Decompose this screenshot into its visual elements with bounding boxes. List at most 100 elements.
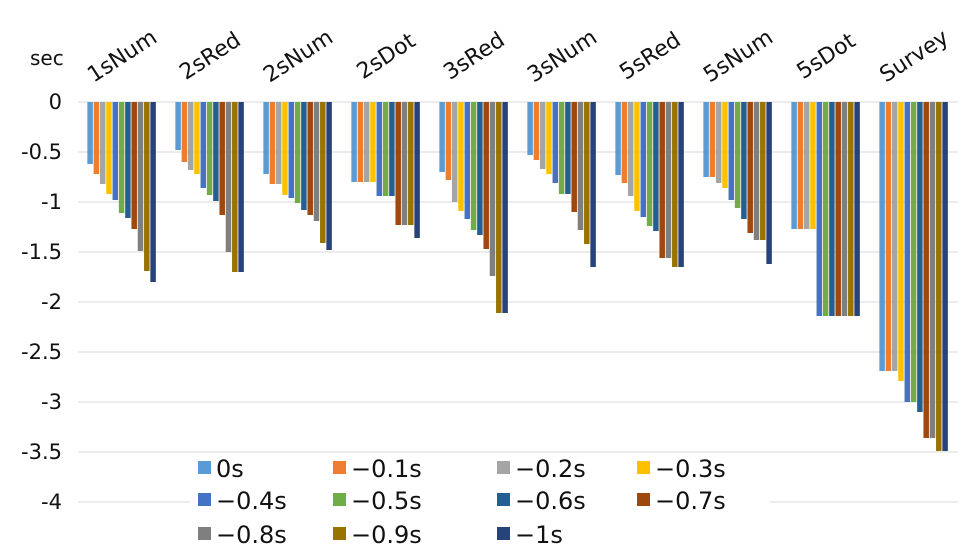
bar (904, 102, 911, 402)
bar (709, 102, 716, 177)
bar (213, 102, 219, 201)
bar (477, 102, 483, 235)
category-label: 5sRed (615, 28, 685, 86)
category-label: 5sDot (793, 28, 861, 84)
bar (810, 102, 816, 229)
bar (445, 102, 452, 180)
legend-label: −0.3s (655, 455, 726, 483)
bar (615, 102, 621, 175)
bar (320, 102, 326, 243)
bar (313, 102, 320, 221)
legend-label: −0.7s (655, 487, 726, 515)
y-tick-label: -0.5 (21, 140, 62, 164)
y-tick-label: -2.5 (21, 340, 62, 364)
bar (301, 102, 307, 210)
bar (558, 102, 565, 194)
y-tick-label: -1.5 (21, 240, 62, 264)
bar (395, 102, 401, 225)
bar (672, 102, 678, 267)
bar (263, 102, 269, 174)
bar (703, 102, 709, 177)
y-tick-label: -3 (41, 390, 62, 414)
bar (898, 102, 904, 381)
legend-label: −0.1s (351, 455, 422, 483)
y-axis-unit-label: sec (30, 46, 64, 70)
bar (282, 102, 288, 195)
category-label: 3sNum (523, 25, 601, 88)
legend-swatch (497, 527, 510, 540)
bar (326, 102, 332, 250)
bar (439, 102, 445, 172)
legend-label: −0.2s (515, 455, 586, 483)
y-tick-label: 0 (49, 90, 62, 114)
bar (288, 102, 295, 198)
bar (307, 102, 313, 215)
bar (546, 102, 552, 174)
category-labels: 1sNum 2sRed 2sNum 2sDot 3sRed 3sNum 5sRed 5sNum… (83, 25, 953, 88)
bar (351, 102, 357, 182)
legend-swatch (198, 461, 211, 474)
bar (621, 102, 628, 183)
bar (829, 102, 835, 316)
y-axis-tick-labels: 0 -0.5 -1 -1.5 -2 -2.5 -3 -3.5 -4 (21, 90, 62, 514)
bar (496, 102, 502, 313)
legend-label: 0s (216, 455, 244, 483)
bar (552, 102, 559, 183)
bar (150, 102, 156, 282)
bar (634, 102, 640, 211)
bar (803, 102, 810, 229)
y-tick-label: -3.5 (21, 440, 62, 464)
bar (891, 102, 898, 371)
legend-background (190, 454, 770, 550)
bar (917, 102, 923, 412)
y-tick-label: -1 (41, 190, 62, 214)
bar (112, 102, 119, 200)
bar (822, 102, 829, 316)
bar (854, 102, 860, 316)
bar (741, 102, 747, 219)
bar (370, 102, 376, 182)
bar (728, 102, 735, 200)
category-label: Survey (876, 25, 954, 88)
bar (766, 102, 772, 264)
bar (181, 102, 188, 162)
bar (458, 102, 464, 211)
bar (363, 102, 370, 182)
legend-swatch (198, 493, 211, 506)
bar (483, 102, 489, 249)
bar (910, 102, 917, 402)
bar (848, 102, 854, 316)
bar (470, 102, 477, 230)
bar (87, 102, 93, 164)
bar (678, 102, 684, 267)
bar (219, 102, 225, 215)
legend-swatch (497, 493, 510, 506)
bar (144, 102, 150, 271)
legend-label: −0.8s (216, 521, 287, 549)
bar (584, 102, 590, 244)
bar (106, 102, 112, 194)
bar (760, 102, 766, 240)
bar (451, 102, 458, 202)
bar (502, 102, 508, 313)
bar (722, 102, 728, 188)
bar (175, 102, 181, 150)
category-label: 2sDot (353, 28, 421, 84)
bar (640, 102, 647, 217)
bar (131, 102, 137, 229)
bar (225, 102, 232, 252)
bar (408, 102, 414, 225)
category-label: 2sRed (175, 28, 245, 86)
bar (376, 102, 383, 196)
bar (200, 102, 207, 188)
bar (653, 102, 659, 231)
legend: 0s −0.1s −0.2s −0.3s −0.4s −0.5s −0.6s −0.7s −0.… (190, 454, 770, 550)
bar (936, 102, 942, 451)
legend-label: −0.5s (351, 487, 422, 515)
bar (885, 102, 892, 371)
bar (464, 102, 471, 219)
bar (590, 102, 596, 267)
bar (533, 102, 540, 160)
